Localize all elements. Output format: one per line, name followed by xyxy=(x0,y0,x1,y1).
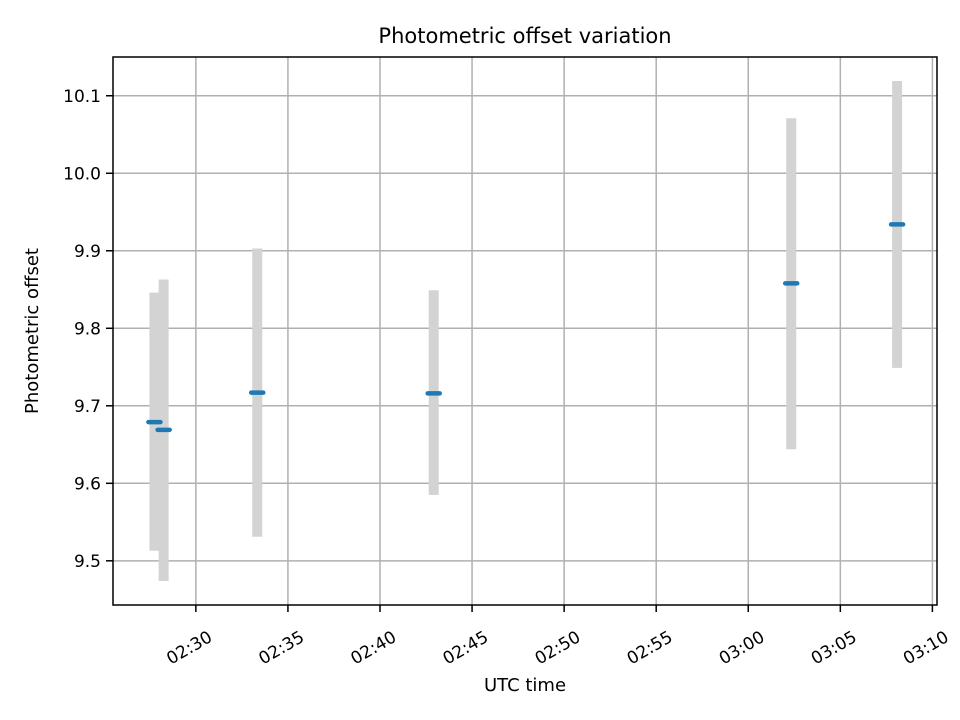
y-tick-label: 9.7 xyxy=(74,397,101,417)
y-tick-label: 9.8 xyxy=(74,319,101,339)
grid xyxy=(113,57,937,605)
y-tick-label: 9.9 xyxy=(74,242,101,262)
y-axis-label: Photometric offset xyxy=(22,248,43,414)
y-tick-label: 10.1 xyxy=(63,87,101,107)
y-tick-label: 9.5 xyxy=(74,552,101,572)
chart-title: Photometric offset variation xyxy=(378,24,671,48)
plot-area-frame xyxy=(112,56,938,606)
data-markers xyxy=(146,222,906,433)
y-tick-label: 9.6 xyxy=(74,474,101,494)
y-tick-label: 10.0 xyxy=(63,164,101,184)
x-axis-label: UTC time xyxy=(484,675,566,696)
